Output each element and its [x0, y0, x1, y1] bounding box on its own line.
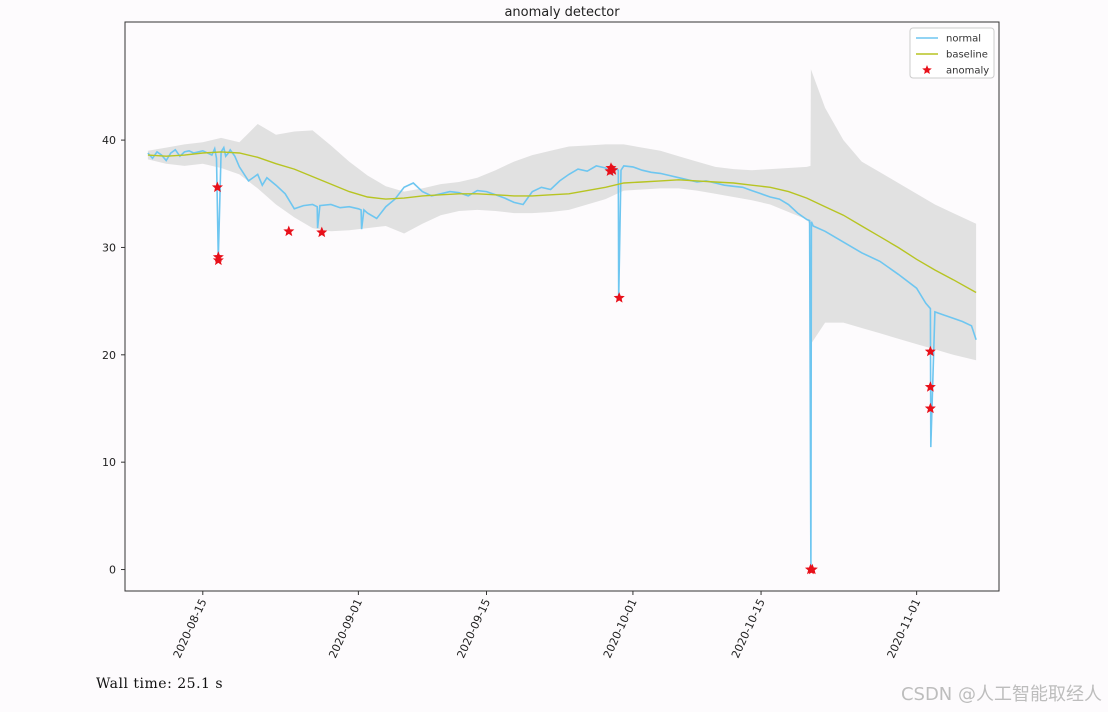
anomaly-marker	[607, 164, 619, 175]
chart-title: anomaly detector	[504, 5, 620, 20]
x-tick-label: 2020-09-15	[454, 597, 493, 660]
anomaly-marker	[924, 345, 936, 357]
x-tick-label: 2020-08-15	[171, 597, 210, 660]
wall-time-output: Wall time: 25.1 s	[96, 676, 224, 692]
legend-label-normal: normal	[946, 34, 981, 45]
series-line-normal	[147, 145, 977, 570]
y-tick-label: 40	[102, 134, 116, 147]
legend-label-baseline: baseline	[946, 50, 988, 61]
confidence-band-layer	[147, 69, 977, 361]
legend-anomaly-star	[922, 65, 932, 74]
x-tick-label: 2020-10-15	[729, 597, 768, 660]
anomaly-marker	[806, 563, 818, 575]
anomaly-marker	[924, 402, 936, 414]
series-line-baseline	[147, 151, 977, 294]
x-tick-label: 2020-11-01	[885, 597, 924, 660]
y-tick-label: 30	[102, 241, 116, 254]
plot-frame	[124, 21, 1000, 592]
y-tick-label: 0	[109, 564, 116, 577]
anomaly-marker	[283, 225, 295, 237]
legend-label-anomaly: anomaly	[946, 66, 989, 77]
anomaly-marker	[211, 181, 223, 193]
x-tick-label: 2020-10-01	[601, 597, 640, 660]
watermark-text: CSDN @人工智能取经人	[900, 684, 1102, 705]
anomaly-marker	[212, 254, 224, 266]
anomaly-marker	[613, 292, 625, 303]
y-tick-label: 20	[102, 349, 116, 362]
legend: normal baseline anomaly	[909, 27, 995, 79]
y-tick-label: 10	[102, 456, 116, 469]
legend-box	[909, 27, 995, 79]
anomaly-markers	[211, 162, 936, 575]
series-layer	[147, 145, 977, 570]
anomaly-marker	[924, 381, 936, 392]
x-tick-label: 2020-09-01	[326, 597, 365, 660]
confidence-band	[147, 69, 977, 361]
anomaly-marker	[316, 226, 328, 238]
